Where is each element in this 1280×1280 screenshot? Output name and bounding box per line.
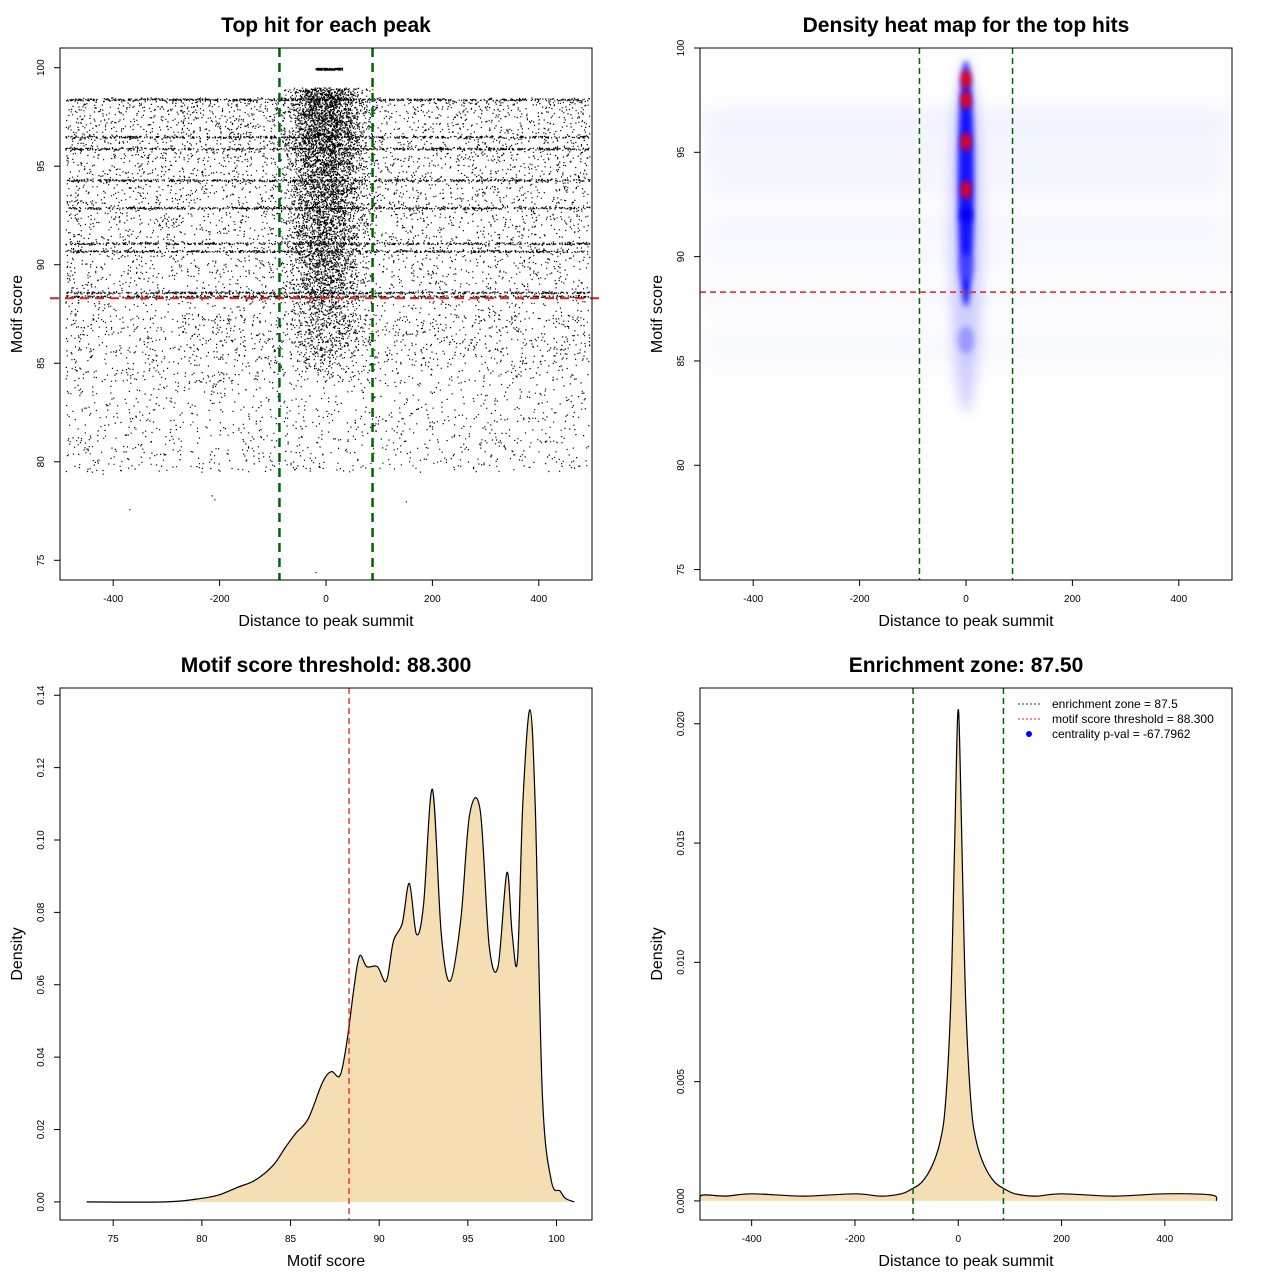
- score-density-ylabel: Density: [9, 927, 26, 980]
- score-density-fill: [86, 709, 575, 1203]
- panel-distance-density: Enrichment zone: 87.50 Distance to peak …: [649, 654, 1233, 1270]
- legend: enrichment zone = 87.5 motif score thres…: [1018, 697, 1214, 741]
- x-tick-label: 75: [108, 1234, 120, 1245]
- distance-density-ylabel: Density: [649, 927, 666, 980]
- y-tick-label: 0.14: [36, 685, 47, 705]
- y-tick-label: 0.015: [676, 830, 687, 855]
- scatter-plot-frame: [59, 47, 593, 581]
- distance-density-plot-frame: [699, 687, 1233, 1221]
- y-tick-label: 80: [676, 459, 687, 471]
- heatmap-plot-frame: [699, 47, 1233, 581]
- scatter-threshold-lines: [50, 48, 602, 580]
- y-tick-label: 0.000: [676, 1188, 687, 1213]
- x-tick-label: -200: [845, 1234, 865, 1245]
- heatmap-y-axis: 75 80 85 90 95 100: [676, 39, 700, 575]
- x-tick-label: -200: [850, 594, 870, 605]
- y-tick-label: 75: [676, 564, 687, 576]
- heatmap-ylabel: Motif score: [649, 275, 666, 353]
- score-density-plot-frame: [59, 687, 593, 1221]
- y-tick-label: 0.12: [36, 757, 47, 777]
- x-tick-label: -400: [743, 594, 763, 605]
- x-tick-label: 200: [1064, 594, 1081, 605]
- heatmap-hotspot: [960, 206, 972, 223]
- x-tick-label: -400: [103, 594, 123, 605]
- y-tick-label: 0.10: [36, 830, 47, 850]
- heatmap-xlabel: Distance to peak summit: [878, 613, 1054, 630]
- y-tick-label: 0.08: [36, 902, 47, 922]
- x-tick-label: 0: [955, 1234, 961, 1245]
- x-tick-label: 0: [963, 594, 969, 605]
- panel-scatter: Top hit for each peak Distance to peak s…: [9, 14, 602, 630]
- y-tick-label: 80: [36, 456, 47, 468]
- x-tick-label: -200: [210, 594, 230, 605]
- y-tick-label: 0.020: [676, 711, 687, 736]
- heatmap-hotspot: [961, 132, 971, 151]
- score-density-xlabel: Motif score: [287, 1253, 365, 1270]
- distance-density-x-axis: -400 -200 0 200 400: [742, 1220, 1174, 1245]
- score-density-curve: [86, 709, 575, 1203]
- y-tick-label: 0.06: [36, 975, 47, 995]
- enrichment-zone-lines: [912, 688, 1005, 1220]
- y-tick-label: 90: [36, 259, 47, 271]
- distance-density-y-axis: 0.000 0.005 0.010 0.015 0.020: [676, 711, 700, 1213]
- y-tick-label: 75: [36, 554, 47, 566]
- heatmap-threshold-lines: [700, 48, 1232, 580]
- score-density-title: Motif score threshold: 88.300: [181, 654, 472, 677]
- y-tick-label: 85: [36, 357, 47, 369]
- score-density-area: [86, 709, 575, 1203]
- score-density-x-axis: 75 80 85 90 95 100: [108, 1220, 565, 1245]
- y-tick-label: 95: [676, 146, 687, 158]
- scatter-xlabel: Distance to peak summit: [238, 613, 414, 630]
- heatmap-hotspot: [958, 326, 974, 355]
- heatmap-hotspot: [961, 91, 971, 110]
- x-tick-label: 0: [323, 594, 329, 605]
- distance-density-title: Enrichment zone: 87.50: [849, 654, 1084, 677]
- distance-density-fill: [699, 709, 1217, 1201]
- heatmap-density: [700, 58, 1232, 414]
- y-tick-label: 100: [676, 39, 687, 56]
- y-tick-label: 0.04: [36, 1047, 47, 1067]
- distance-density-curve: [699, 708, 1218, 1202]
- y-tick-label: 0.00: [36, 1192, 47, 1212]
- heatmap-hotspot: [961, 180, 971, 199]
- x-tick-label: 90: [374, 1234, 386, 1245]
- x-tick-label: 200: [424, 594, 441, 605]
- panel-heatmap: Density heat map for the top hits Distan…: [649, 14, 1233, 630]
- y-tick-label: 0.02: [36, 1119, 47, 1139]
- x-tick-label: 85: [285, 1234, 297, 1245]
- x-tick-label: 200: [1053, 1234, 1070, 1245]
- legend-label-threshold: motif score threshold = 88.300: [1052, 712, 1214, 726]
- score-density-y-axis: 0.00 0.02 0.04 0.06 0.08 0.10 0.12 0.14: [36, 685, 60, 1212]
- y-tick-label: 100: [36, 59, 47, 76]
- scatter-y-axis: 75 80 85 90 95 100: [36, 59, 60, 566]
- x-tick-label: 80: [196, 1234, 208, 1245]
- x-tick-label: 400: [1157, 1234, 1174, 1245]
- scatter-points: [65, 67, 591, 574]
- y-tick-label: 0.005: [676, 1069, 687, 1094]
- heatmap-x-axis: -400 -200 0 200 400: [743, 580, 1188, 605]
- scatter-ylabel: Motif score: [9, 275, 26, 353]
- legend-label-centrality: centrality p-val = -67.7962: [1052, 727, 1191, 741]
- distance-density-area: [699, 708, 1218, 1202]
- y-tick-label: 0.010: [676, 949, 687, 974]
- scatter-title: Top hit for each peak: [221, 14, 431, 37]
- x-tick-label: -400: [742, 1234, 762, 1245]
- distance-density-xlabel: Distance to peak summit: [878, 1253, 1054, 1270]
- y-tick-label: 85: [676, 355, 687, 367]
- legend-swatch-centrality: [1026, 731, 1032, 737]
- panel-score-density: Motif score threshold: 88.300 Motif scor…: [9, 654, 593, 1270]
- scatter-point-cloud: [65, 67, 591, 574]
- x-tick-label: 400: [1170, 594, 1187, 605]
- y-tick-label: 95: [36, 160, 47, 172]
- heatmap-hotspot: [961, 70, 971, 89]
- y-tick-label: 90: [676, 251, 687, 263]
- heatmap-hotspot: [958, 253, 974, 282]
- x-tick-label: 100: [548, 1234, 565, 1245]
- x-tick-label: 400: [530, 594, 547, 605]
- legend-label-enrichment-zone: enrichment zone = 87.5: [1052, 697, 1178, 711]
- x-tick-label: 95: [462, 1234, 474, 1245]
- heatmap-title: Density heat map for the top hits: [803, 14, 1130, 37]
- scatter-x-axis: -400 -200 0 200 400: [103, 580, 548, 605]
